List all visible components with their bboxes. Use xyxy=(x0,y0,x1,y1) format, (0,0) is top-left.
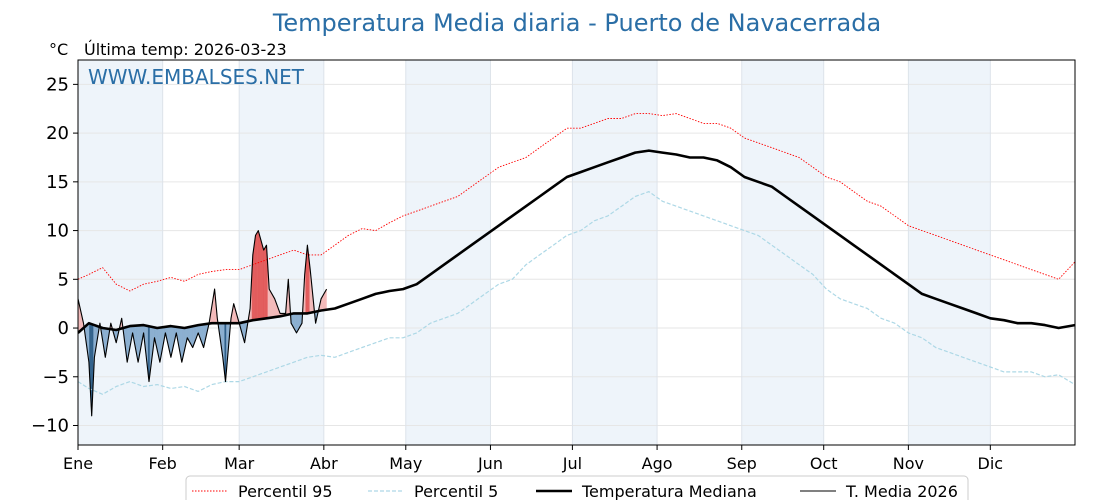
month-band xyxy=(572,60,657,445)
x-tick-label: Oct xyxy=(810,454,838,473)
x-tick-label: Ene xyxy=(63,454,93,473)
y-axis: 25 20 15 10 5 0 −5 −10 xyxy=(31,74,78,436)
x-tick-label: Abr xyxy=(310,454,338,473)
watermark-text: WWW.EMBALSES.NET xyxy=(88,65,305,89)
legend-label-3: T. Media 2026 xyxy=(845,482,958,500)
chart-title: Temperatura Media diaria - Puerto de Nav… xyxy=(272,9,881,37)
x-tick-label: Ago xyxy=(642,454,673,473)
month-band xyxy=(239,60,324,445)
x-tick-label: Jun xyxy=(477,454,503,473)
x-tick-label: Jul xyxy=(562,454,582,473)
x-tick-label: Feb xyxy=(149,454,177,473)
x-tick-label: Nov xyxy=(893,454,924,473)
y-tick-label: 15 xyxy=(46,172,69,193)
y-tick-label: 20 xyxy=(46,123,69,144)
month-band xyxy=(908,60,990,445)
x-axis: Ene Feb Mar Abr May Jun Jul Ago Sep Oct Nov Dic xyxy=(63,445,1003,473)
y-tick-label: −10 xyxy=(31,416,69,437)
x-tick-label: Mar xyxy=(224,454,255,473)
legend: Percentil 95 Percentil 5 Temperatura Media… xyxy=(186,476,968,500)
month-band xyxy=(406,60,491,445)
x-tick-label: May xyxy=(389,454,422,473)
x-tick-label: Sep xyxy=(727,454,757,473)
legend-label-0: Percentil 95 xyxy=(238,482,333,500)
y-tick-label: 25 xyxy=(46,74,69,95)
x-tick-label: Dic xyxy=(978,454,1004,473)
legend-label-1: Percentil 5 xyxy=(414,482,498,500)
y-tick-label: 5 xyxy=(58,269,69,290)
unit-label: °C xyxy=(49,40,68,59)
last-temp-label: Última temp: 2026-03-23 xyxy=(84,40,287,59)
y-tick-label: 10 xyxy=(46,221,69,242)
month-bands xyxy=(78,60,990,445)
y-tick-label: 0 xyxy=(58,318,69,339)
y-tick-label: −5 xyxy=(42,367,69,388)
legend-label-2: Temperatura Mediana xyxy=(581,482,757,500)
anomaly-segment xyxy=(326,289,327,310)
